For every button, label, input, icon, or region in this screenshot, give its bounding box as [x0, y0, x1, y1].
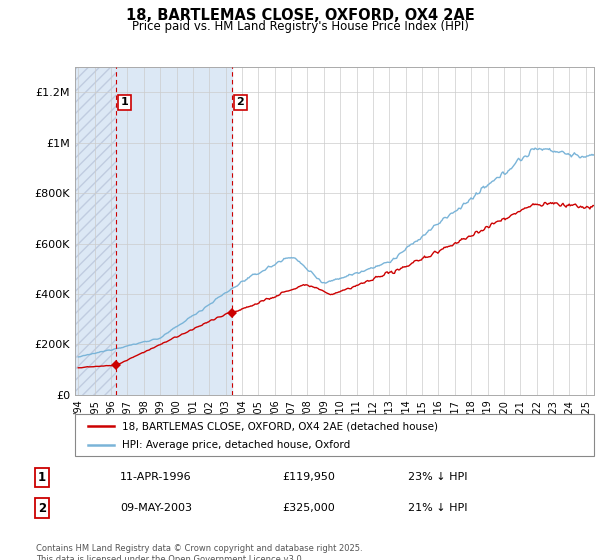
Text: £325,000: £325,000	[282, 503, 335, 513]
Text: Price paid vs. HM Land Registry's House Price Index (HPI): Price paid vs. HM Land Registry's House …	[131, 20, 469, 32]
Text: 23% ↓ HPI: 23% ↓ HPI	[408, 473, 467, 482]
Text: 18, BARTLEMAS CLOSE, OXFORD, OX4 2AE: 18, BARTLEMAS CLOSE, OXFORD, OX4 2AE	[125, 8, 475, 24]
Text: 1: 1	[38, 471, 46, 484]
Bar	[75, 67, 116, 395]
Text: 09-MAY-2003: 09-MAY-2003	[120, 503, 192, 513]
Text: 1: 1	[121, 97, 128, 108]
Text: 2: 2	[236, 97, 244, 108]
Bar	[75, 67, 116, 395]
Text: £119,950: £119,950	[282, 473, 335, 482]
Bar	[116, 67, 232, 395]
Text: HPI: Average price, detached house, Oxford: HPI: Average price, detached house, Oxfo…	[122, 441, 350, 450]
Text: 11-APR-1996: 11-APR-1996	[120, 473, 191, 482]
FancyBboxPatch shape	[75, 414, 594, 456]
Text: 18, BARTLEMAS CLOSE, OXFORD, OX4 2AE (detached house): 18, BARTLEMAS CLOSE, OXFORD, OX4 2AE (de…	[122, 421, 438, 431]
Text: Contains HM Land Registry data © Crown copyright and database right 2025.
This d: Contains HM Land Registry data © Crown c…	[36, 544, 362, 560]
Text: 21% ↓ HPI: 21% ↓ HPI	[408, 503, 467, 513]
Text: 2: 2	[38, 502, 46, 515]
